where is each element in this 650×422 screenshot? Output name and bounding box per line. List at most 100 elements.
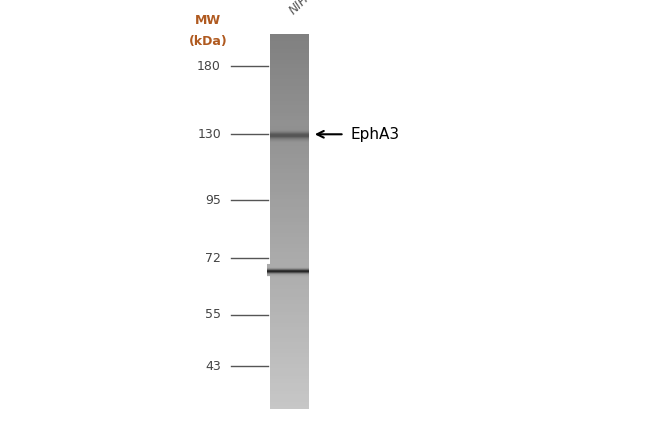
Bar xyxy=(270,368,309,372)
Text: 180: 180 xyxy=(197,60,221,73)
Bar xyxy=(270,229,309,233)
Bar xyxy=(270,255,309,259)
Bar xyxy=(270,71,309,75)
Bar xyxy=(270,127,309,131)
Bar xyxy=(270,248,309,252)
Text: (kDa): (kDa) xyxy=(188,35,228,48)
Bar xyxy=(270,406,309,409)
Bar xyxy=(270,379,309,383)
Bar xyxy=(270,169,309,173)
Bar xyxy=(270,383,309,387)
Bar xyxy=(270,327,309,330)
Bar xyxy=(270,90,309,94)
Bar xyxy=(270,41,309,45)
Bar xyxy=(270,338,309,342)
Bar xyxy=(270,94,309,97)
Bar xyxy=(270,263,309,267)
Bar xyxy=(270,315,309,319)
Bar xyxy=(270,308,309,312)
Bar xyxy=(270,353,309,357)
Bar xyxy=(270,173,309,176)
Bar xyxy=(270,192,309,195)
Bar xyxy=(270,56,309,60)
Bar xyxy=(270,398,309,402)
Bar xyxy=(270,342,309,346)
Bar xyxy=(270,105,309,109)
Bar xyxy=(270,218,309,222)
Text: NIH-3T3: NIH-3T3 xyxy=(287,0,332,17)
Bar xyxy=(270,259,309,263)
Bar xyxy=(270,274,309,278)
Bar xyxy=(270,267,309,271)
Bar xyxy=(270,64,309,68)
Bar xyxy=(270,210,309,214)
Bar xyxy=(270,113,309,116)
Bar xyxy=(270,364,309,368)
Bar xyxy=(270,83,309,87)
Bar xyxy=(270,199,309,203)
Bar xyxy=(270,300,309,304)
Text: 72: 72 xyxy=(205,252,221,265)
Bar xyxy=(270,120,309,124)
Bar xyxy=(270,131,309,135)
Bar xyxy=(270,206,309,210)
Bar xyxy=(270,241,309,244)
Bar xyxy=(270,109,309,113)
Text: 130: 130 xyxy=(197,128,221,141)
Bar xyxy=(270,180,309,184)
Text: EphA3: EphA3 xyxy=(351,127,400,142)
Bar xyxy=(270,87,309,90)
Bar xyxy=(270,289,309,293)
Text: MW: MW xyxy=(195,14,221,27)
Bar xyxy=(270,195,309,199)
Bar xyxy=(270,376,309,379)
Bar xyxy=(270,203,309,206)
Bar xyxy=(270,222,309,225)
Bar xyxy=(270,319,309,323)
Bar xyxy=(270,281,309,285)
Bar xyxy=(270,53,309,56)
Bar xyxy=(270,346,309,349)
Text: 55: 55 xyxy=(205,308,221,321)
Bar xyxy=(270,293,309,297)
Bar xyxy=(270,244,309,248)
Bar xyxy=(270,146,309,150)
Bar xyxy=(270,135,309,139)
Bar xyxy=(270,75,309,79)
Bar xyxy=(270,285,309,289)
Bar xyxy=(270,97,309,101)
Bar xyxy=(270,60,309,64)
Bar xyxy=(270,79,309,83)
Text: 43: 43 xyxy=(205,360,221,373)
Bar xyxy=(270,402,309,406)
Bar xyxy=(270,214,309,218)
Bar xyxy=(270,297,309,300)
Bar xyxy=(270,101,309,105)
Bar xyxy=(270,150,309,154)
Bar xyxy=(270,124,309,127)
Bar xyxy=(270,334,309,338)
Bar xyxy=(270,237,309,241)
Bar xyxy=(270,116,309,120)
Bar xyxy=(270,139,309,143)
Bar xyxy=(270,45,309,49)
Bar xyxy=(270,165,309,169)
Bar xyxy=(270,38,309,41)
Bar xyxy=(270,188,309,192)
Bar xyxy=(270,278,309,281)
Text: 95: 95 xyxy=(205,194,221,206)
Bar xyxy=(270,176,309,180)
Bar xyxy=(270,184,309,188)
Bar xyxy=(270,387,309,391)
Bar xyxy=(270,225,309,229)
Bar xyxy=(270,271,309,274)
Bar xyxy=(270,143,309,146)
Bar xyxy=(270,349,309,353)
Bar xyxy=(270,360,309,364)
Bar xyxy=(270,34,309,38)
Bar xyxy=(270,323,309,327)
Bar xyxy=(270,357,309,360)
Bar xyxy=(270,252,309,255)
Bar xyxy=(270,372,309,376)
Bar xyxy=(270,49,309,53)
